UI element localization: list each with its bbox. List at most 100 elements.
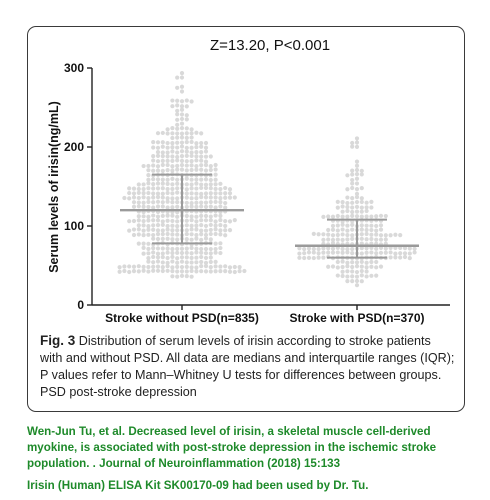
data-point [398,233,403,238]
data-point [160,222,165,227]
data-point [359,168,364,173]
data-point [194,186,199,191]
data-point [160,181,165,186]
data-point [335,213,340,219]
data-point [369,214,374,219]
data-point [364,250,369,255]
data-point [151,181,156,187]
data-point [345,260,350,265]
data-point [321,246,326,251]
data-point [359,209,364,214]
data-point [170,98,175,103]
data-point [232,195,237,200]
data-point [179,255,185,260]
data-point [194,265,199,270]
data-point [203,163,209,168]
data-point [232,264,237,270]
data-point [189,251,194,256]
data-point [374,246,379,251]
data-point [350,172,355,177]
data-point [179,75,185,80]
data-point [146,199,151,205]
data-point [203,185,209,191]
data-point [141,195,146,200]
data-point [179,84,185,89]
data-point [354,199,360,205]
data-point [131,218,137,224]
data-point [350,177,355,183]
data-point [194,232,199,238]
data-point [369,250,374,255]
data-point [354,144,360,149]
data-point [170,154,175,159]
data-point [369,273,374,278]
data-point [350,227,355,232]
data-point [213,250,218,255]
data-point [199,237,204,242]
data-point [160,195,165,200]
data-point [155,246,161,251]
data-point [213,259,218,264]
data-point [213,241,218,246]
data-point [189,135,194,140]
data-point [141,268,146,273]
data-point [141,251,146,256]
data-point [223,223,228,228]
data-point [131,264,137,269]
data-point [359,245,364,251]
data-point [165,186,170,192]
data-point [189,159,194,164]
data-point [354,172,360,177]
data-point [359,273,364,278]
data-point [374,265,379,270]
data-point [189,200,194,206]
data-point [203,154,209,159]
data-point [189,163,194,168]
data-point [350,205,355,210]
data-point [146,168,151,173]
data-point [359,279,364,284]
data-point [364,223,369,228]
data-point [330,264,336,269]
data-point [194,250,199,255]
data-point [199,250,204,255]
data-point [189,167,194,173]
data-point [179,126,185,131]
data-point [179,104,185,109]
data-point [179,154,185,159]
data-point [326,264,331,269]
data-point [374,214,379,219]
data-point [151,254,156,260]
data-point [189,260,194,265]
data-point [208,246,213,252]
data-point [199,185,204,191]
data-point [359,185,364,191]
data-point [141,163,146,169]
y-tick-label: 100 [64,219,84,233]
data-point [179,273,185,278]
data-point [208,164,213,169]
data-point [179,264,185,270]
data-point [364,214,369,219]
data-point [175,150,180,155]
data-point [398,251,403,256]
data-point [340,259,345,264]
data-point [175,264,180,269]
data-point [175,196,180,201]
data-point [354,140,360,145]
data-point [194,200,199,205]
data-point [170,176,175,181]
data-point [131,204,137,209]
data-point [136,269,141,274]
data-point [335,232,340,238]
data-point [155,149,161,155]
data-point [369,232,374,237]
data-point [364,246,369,251]
data-point [184,274,189,279]
data-point [179,116,185,122]
data-point [165,246,170,251]
data-point [194,130,199,135]
data-point [141,186,146,192]
data-point [165,127,170,132]
data-point [223,264,228,269]
